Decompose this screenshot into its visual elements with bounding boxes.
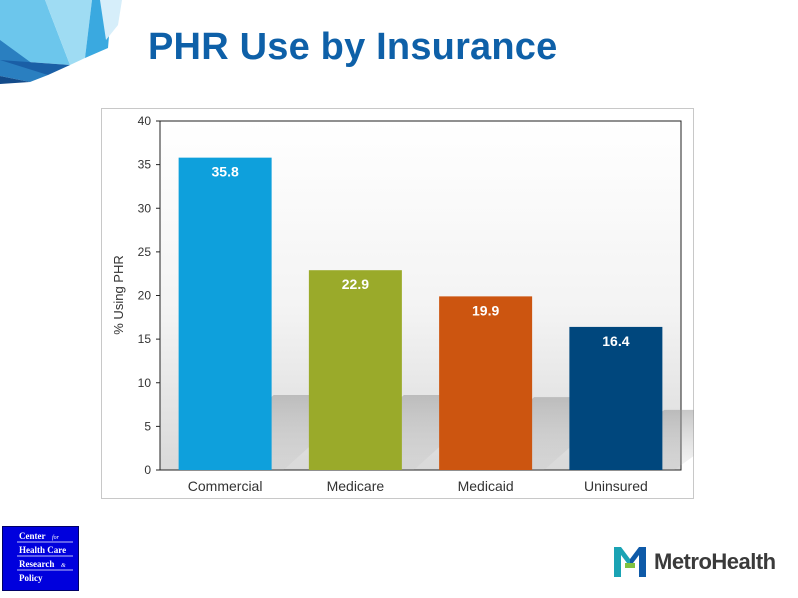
corner-decoration (0, 0, 122, 84)
bar (439, 296, 533, 470)
data-label: 22.9 (342, 276, 369, 292)
data-label: 35.8 (212, 164, 239, 180)
x-axis: Commercial Medicare Medicaid Uninsured (188, 478, 648, 494)
y-tick-label: 15 (138, 332, 152, 346)
center-logo: Center for Health Care Research & Policy (2, 526, 79, 591)
y-tick-label: 10 (138, 376, 152, 390)
data-label: 19.9 (472, 302, 499, 318)
data-labels: 35.8 22.9 19.9 16.4 (212, 164, 630, 349)
center-logo-line-3: Research (19, 559, 54, 569)
center-logo-line-1: Center (19, 531, 46, 541)
center-logo-line-2: Health Care (19, 545, 66, 555)
y-tick-label: 30 (138, 201, 152, 215)
slide-title: PHR Use by Insurance (148, 26, 558, 68)
x-tick-label: Medicaid (458, 478, 514, 494)
center-logo-line-4: Policy (19, 573, 43, 583)
center-logo-amp: & (61, 563, 66, 569)
y-tick-label: 5 (144, 419, 151, 433)
bar (178, 157, 272, 470)
bar (308, 270, 402, 470)
y-axis: 0 5 10 15 20 25 30 35 40 (138, 114, 160, 477)
center-logo-for: for (52, 534, 60, 541)
y-tick-label: 0 (144, 463, 151, 477)
metrohealth-logo: MetroHealth (612, 545, 776, 579)
y-tick-label: 20 (138, 289, 152, 303)
metrohealth-mark-icon (614, 547, 646, 577)
y-tick-label: 35 (138, 158, 152, 172)
bar-chart: 0 5 10 15 20 25 30 35 40 35.8 22.9 19.9 16.4 Commer… (111, 114, 694, 494)
x-tick-label: Uninsured (584, 478, 648, 494)
y-axis-title: % Using PHR (111, 255, 126, 334)
bars (178, 157, 663, 470)
bar (569, 326, 663, 470)
y-tick-label: 25 (138, 245, 152, 259)
y-tick-label: 40 (138, 114, 152, 128)
x-tick-label: Medicare (327, 478, 385, 494)
metrohealth-wordmark: MetroHealth (654, 549, 776, 574)
data-label: 16.4 (602, 333, 629, 349)
x-tick-label: Commercial (188, 478, 263, 494)
